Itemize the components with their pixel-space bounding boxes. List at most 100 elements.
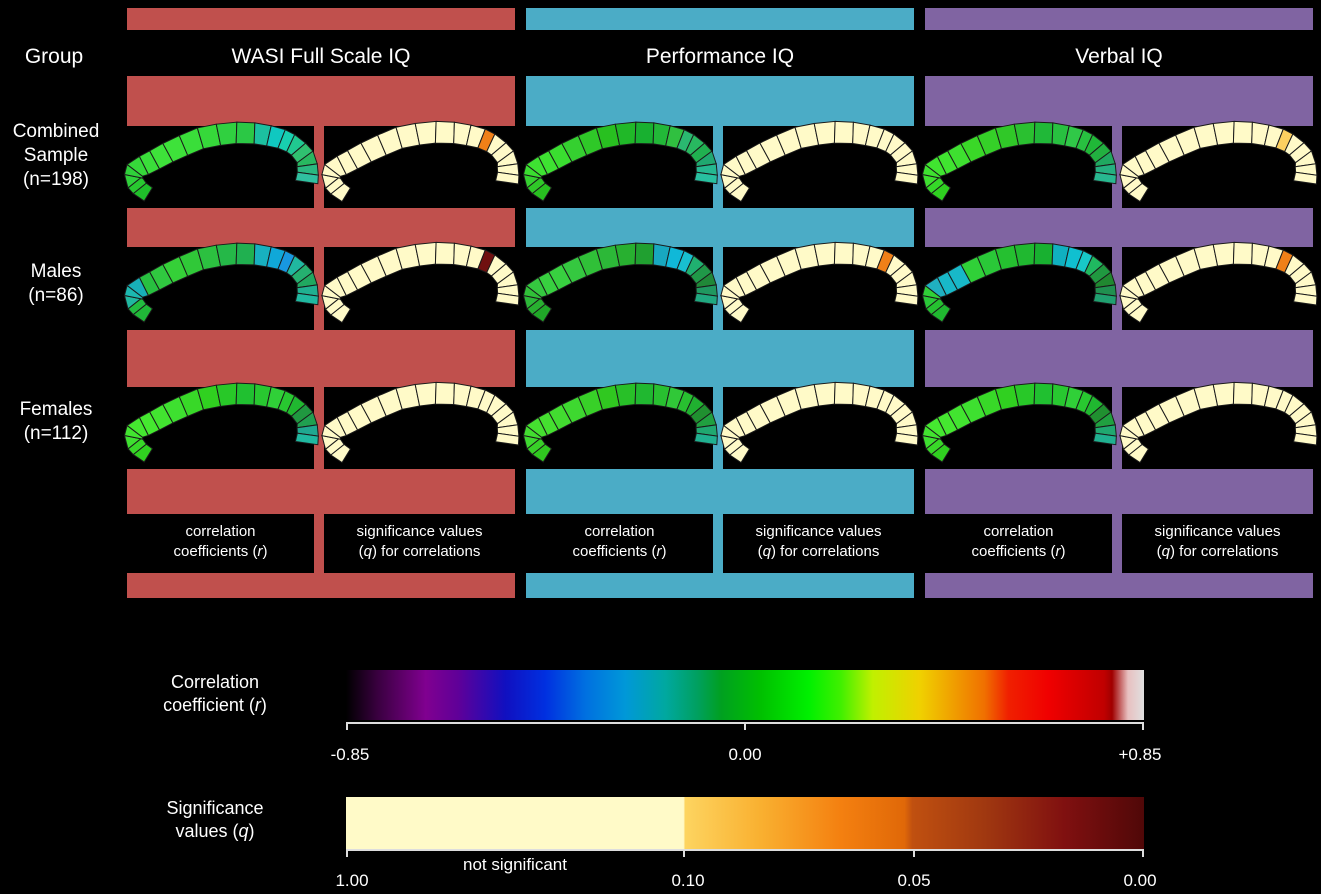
callosum-segment (893, 432, 919, 446)
caption-r-viq: correlation coefficients (r) (925, 514, 1112, 573)
caption-pre: ( (757, 543, 763, 561)
group-label-combined: Combined Sample (n=198) (6, 120, 106, 191)
corpus-callosum-map (921, 242, 1117, 323)
r-axis-tick (1142, 722, 1144, 730)
band-row-block-viq (925, 76, 1313, 128)
panel-r-viq-row2 (921, 382, 1117, 469)
q-legend-title-post: ) (248, 821, 255, 842)
not-significant-label: not significant (463, 855, 567, 874)
corpus-callosum-map (1119, 381, 1318, 464)
q-axis-tick (913, 849, 915, 857)
r-tick-label: +0.85 (1118, 745, 1162, 764)
callosum-segment (1292, 292, 1318, 306)
q-tick-label: 1.00 (335, 871, 369, 890)
panel-q-piq-row1 (720, 241, 919, 329)
caption-line2: (q) for correlations (324, 542, 515, 562)
q-axis-line (346, 849, 1144, 851)
band-top-strip-viq (925, 8, 1313, 30)
band-top-strip-fsiq (127, 8, 515, 30)
q-symbol: q (238, 821, 249, 842)
corpus-callosum-map (720, 241, 919, 324)
caption-post: ) for correlations (371, 543, 481, 561)
r-axis-tick (346, 722, 348, 730)
panel-r-viq-row1 (921, 242, 1117, 329)
panel-r-piq-row2 (522, 382, 718, 469)
corpus-callosum-map (522, 242, 718, 323)
corpus-callosum-map (321, 381, 520, 464)
panel-r-fsiq-row0 (123, 121, 319, 208)
q-legend-title-line2: values (q) (140, 820, 290, 843)
q-legend-title-pre: values ( (175, 821, 239, 842)
r-axis-tick (744, 722, 746, 730)
panel-q-viq-row1 (1119, 241, 1318, 329)
callosum-segment (893, 292, 919, 306)
callosum-segment (693, 432, 718, 446)
callosum-segment (833, 120, 854, 145)
group-header: Group (24, 45, 84, 68)
column-header-piq: Performance IQ (645, 45, 795, 68)
corpus-callosum-map (123, 382, 319, 463)
caption-r-fsiq: correlation coefficients (r) (127, 514, 314, 573)
band-bottom-strip-piq (526, 573, 914, 598)
group-label-line: (n=112) (23, 422, 89, 444)
caption-line2: coefficients (r) (526, 542, 713, 562)
r-legend-title-line2: coefficient (r) (140, 694, 290, 717)
caption-post: ) (262, 543, 268, 561)
r-legend-title-line1: Correlation (170, 672, 260, 692)
panel-r-viq-row0 (921, 121, 1117, 208)
band-divider-piq (713, 126, 723, 574)
callosum-segment (434, 120, 455, 145)
corpus-callosum-map (720, 381, 919, 464)
corpus-callosum-map (123, 121, 319, 202)
r-tick-labels: -0.85 0.00 +0.85 (0, 745, 1321, 769)
callosum-segment (494, 292, 520, 306)
corpus-callosum-map (321, 241, 520, 324)
caption-line1: significance values (755, 523, 882, 540)
panel-q-fsiq-row2 (321, 381, 520, 469)
q-legend-title-line1: Significance (166, 798, 264, 818)
callosum-segment (634, 121, 655, 145)
callosum-segment (294, 171, 319, 185)
panel-q-viq-row0 (1119, 120, 1318, 208)
q-legend-title: Significance values (q) (140, 797, 290, 844)
callosum-segment (494, 171, 520, 185)
callosum-segment (1292, 432, 1318, 446)
caption-symbol: r (257, 543, 263, 561)
group-label-line: Combined (12, 121, 100, 142)
caption-line2: coefficients (r) (925, 542, 1112, 562)
caption-line1: correlation (983, 523, 1054, 540)
panel-r-fsiq-row2 (123, 382, 319, 469)
band-top-strip-piq (526, 8, 914, 30)
caption-post: ) for correlations (770, 543, 880, 561)
caption-pre: ( (358, 543, 364, 561)
callosum-segment (1232, 120, 1253, 145)
corpus-callosum-map (921, 121, 1117, 202)
callosum-segment (294, 432, 319, 446)
corpus-callosum-map (321, 120, 520, 203)
caption-pre: ( (1156, 543, 1162, 561)
q-axis-tick (683, 849, 685, 857)
corpus-callosum-map (522, 382, 718, 463)
caption-pre: coefficients ( (572, 543, 657, 561)
q-tick-label: 0.05 (897, 871, 931, 890)
caption-post: ) (661, 543, 667, 561)
q-colorbar (346, 797, 1144, 849)
band-divider-viq (1112, 126, 1122, 574)
caption-line1: correlation (185, 523, 256, 540)
group-label-line: Males (30, 261, 82, 282)
caption-line1: correlation (584, 523, 655, 540)
callosum-segment (235, 121, 256, 145)
callosum-segment (235, 242, 256, 266)
band-bottom-strip-viq (925, 573, 1313, 598)
q-tick-label: 0.10 (671, 871, 705, 890)
band-row-block-piq (526, 76, 914, 128)
callosum-segment (1033, 382, 1054, 406)
callosum-segment (1033, 121, 1054, 145)
caption-q-viq: significance values (q) for correlations (1122, 514, 1313, 573)
callosum-segment (494, 432, 520, 446)
callosum-segment (1033, 242, 1054, 266)
callosum-segment (833, 381, 854, 406)
caption-post: ) (1060, 543, 1066, 561)
panel-r-fsiq-row1 (123, 242, 319, 329)
caption-line2: (q) for correlations (723, 542, 914, 562)
